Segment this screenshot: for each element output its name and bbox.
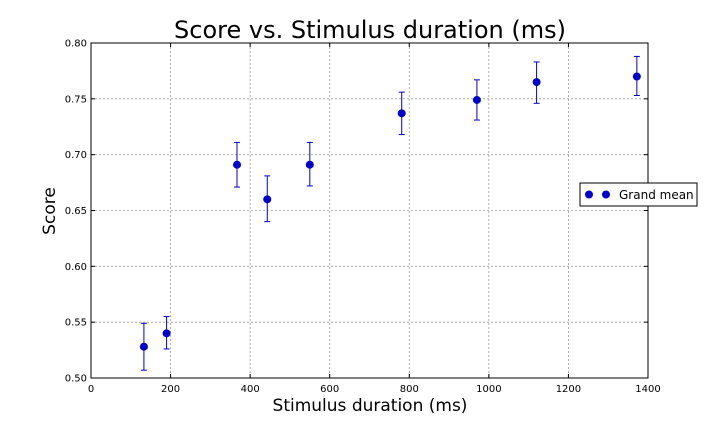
x-tick-label: 0: [88, 384, 94, 395]
y-tick-label: 0.70: [65, 150, 87, 161]
y-tick-label: 0.55: [65, 318, 87, 329]
x-tick-label: 800: [400, 384, 419, 395]
x-tick-label: 1000: [476, 384, 501, 395]
y-tick-label: 0.75: [65, 94, 87, 105]
legend: Grand mean: [579, 182, 698, 207]
x-tick-label: 600: [320, 384, 339, 395]
data-point: [233, 160, 242, 169]
x-tick-label: 200: [161, 384, 180, 395]
legend-marker: [602, 190, 610, 199]
data-point: [162, 329, 171, 338]
data-point: [139, 342, 148, 351]
legend-label: Grand mean: [619, 188, 694, 202]
chart-title: Score vs. Stimulus duration (ms): [174, 16, 566, 44]
x-tick-label: 1400: [635, 384, 660, 395]
data-point: [632, 72, 641, 81]
data-point: [472, 95, 481, 104]
data-point: [263, 195, 272, 204]
x-tick-label: 1200: [556, 384, 581, 395]
x-axis-label: Stimulus duration (ms): [273, 396, 468, 416]
x-tick-label: 400: [241, 384, 260, 395]
y-tick-label: 0.60: [65, 262, 87, 273]
y-axis-label: Score: [40, 187, 60, 235]
legend-marker: [585, 190, 593, 199]
data-point: [397, 109, 406, 118]
axis-ticks: 0 200 400 600 800 1000 1200 1400 0.50 0.55 0.60 0.6…: [65, 39, 661, 396]
data-marks: [139, 55, 641, 371]
data-point: [305, 160, 314, 169]
y-tick-label: 0.80: [65, 39, 87, 50]
data-point: [532, 78, 541, 87]
legend-box: [579, 182, 698, 207]
y-tick-label: 0.65: [65, 206, 87, 217]
y-tick-label: 0.50: [65, 374, 87, 385]
